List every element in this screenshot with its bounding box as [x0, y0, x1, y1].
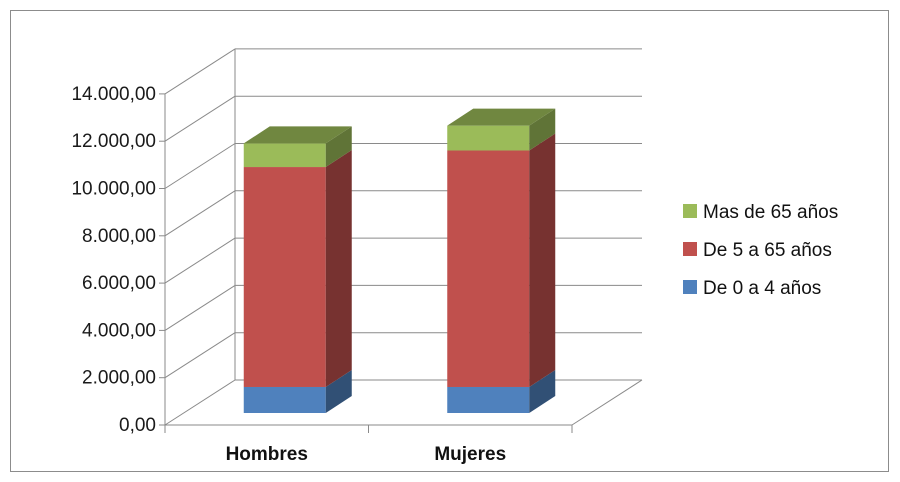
bar-front-mujeres-2: [447, 125, 530, 151]
legend-label: Mas de 65 años: [703, 202, 838, 223]
y-tick-label: 10.000,00: [71, 179, 156, 200]
bar-side-hombres-1: [325, 150, 352, 387]
category-labels: Hombres Mujeres: [226, 444, 507, 465]
bar-side-hombres-2: [325, 126, 352, 168]
gridline-side: [164, 48, 236, 95]
legend-swatch: [683, 204, 697, 218]
bar-side-hombres-0: [325, 369, 352, 413]
legend-label: De 0 a 4 años: [703, 278, 821, 299]
gridline-side: [164, 237, 236, 284]
y-tick-label: 12.000,00: [71, 131, 156, 152]
y-tick-label: 4.000,00: [82, 320, 156, 341]
axes: [159, 93, 643, 433]
y-tick-label: 8.000,00: [82, 226, 156, 247]
bar-top-hombres: [243, 126, 352, 144]
y-tick-label: 14.000,00: [71, 84, 156, 105]
gridline-side: [164, 284, 236, 331]
gridline-side: [164, 143, 236, 189]
gridline-side: [164, 379, 236, 426]
gridline-side: [164, 190, 236, 237]
bars: [243, 108, 556, 413]
bar-side-mujeres-0: [529, 369, 556, 413]
gridline-side: [164, 332, 236, 379]
y-tick-labels: 0,00 2.000,00 4.000,00 6.000,00 8.000,00 10.0…: [71, 84, 156, 436]
gridlines: [164, 48, 642, 426]
legend-label: De 5 a 65 años: [703, 240, 832, 261]
category-label-hombres: Hombres: [226, 444, 308, 465]
bar-front-hombres-2: [243, 143, 326, 168]
bar-top-mujeres: [447, 108, 556, 126]
legend-swatch: [683, 280, 697, 294]
bar-side-mujeres-2: [529, 108, 556, 151]
bar-front-hombres-0: [243, 386, 326, 413]
y-tick-label: 0,00: [119, 415, 156, 436]
legend-swatch: [683, 242, 697, 256]
y-tick-label: 2.000,00: [82, 368, 156, 389]
bar-front-mujeres-1: [447, 150, 530, 387]
bar-front-hombres-1: [243, 167, 326, 387]
category-label-mujeres: Mujeres: [434, 444, 506, 465]
floor-right-edge: [571, 379, 643, 426]
legend: Mas de 65 años De 5 a 65 años De 0 a 4 año…: [683, 202, 838, 299]
bar-side-mujeres-1: [529, 133, 556, 387]
y-tick-label: 6.000,00: [82, 273, 156, 294]
bar-front-mujeres-0: [447, 386, 530, 413]
gridline-side: [164, 95, 236, 142]
